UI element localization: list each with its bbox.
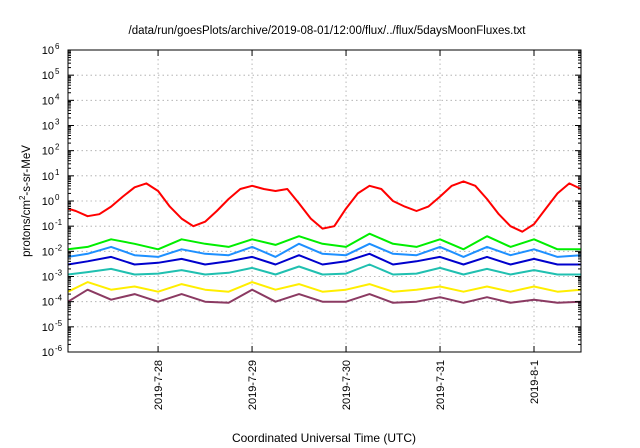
- y-tick-exponent: 6: [55, 42, 60, 51]
- y-tick-exponent: -6: [55, 344, 63, 353]
- y-tick-label: 100: [42, 193, 60, 208]
- y-tick-label: 10-1: [42, 218, 63, 233]
- y-axis-label: protons/cm2-s-sr-MeV: [18, 145, 33, 257]
- y-tick-exponent: 4: [55, 92, 60, 101]
- y-tick-exponent: 5: [55, 67, 60, 76]
- y-tick-exponent: 2: [55, 143, 60, 152]
- series-line-7: [67, 288, 582, 304]
- grid: [68, 50, 581, 352]
- y-tick-label: 101: [42, 168, 60, 183]
- x-tick-label: 2019-7-31: [435, 360, 447, 410]
- y-tick-label: 106: [42, 42, 60, 57]
- y-tick-exponent: 1: [55, 168, 60, 177]
- y-tick-label: 10-5: [42, 319, 63, 334]
- y-tick-label: 103: [42, 118, 60, 133]
- y-tick-label: 104: [42, 92, 60, 107]
- x-tick-label: 2019-7-28: [153, 360, 165, 410]
- y-tick-exponent: 0: [55, 193, 60, 202]
- y-tick-exponent: -1: [55, 218, 63, 227]
- y-tick-label: 10-2: [42, 243, 63, 258]
- series-line-5: [67, 263, 581, 276]
- series-line-3: [67, 242, 582, 258]
- data-series: [67, 180, 582, 304]
- series-line-4: [67, 252, 581, 266]
- y-tick-exponent: -2: [55, 243, 63, 252]
- x-tick-label: 2019-7-29: [247, 360, 259, 410]
- y-axis-title: protons/cm2-s-sr-MeV: [18, 145, 33, 257]
- y-tick-label: 102: [42, 143, 60, 158]
- y-tick-exponent: 3: [55, 118, 60, 127]
- x-tick-label: 2019-7-30: [341, 360, 353, 410]
- y-tick-exponent: -5: [55, 319, 63, 328]
- series-line-1: [67, 180, 582, 233]
- y-tick-label: 10-3: [42, 269, 63, 284]
- y-axis-title-superscript: 2: [18, 195, 27, 200]
- x-tick-label: 2019-8-1: [529, 360, 541, 404]
- x-axis-label: Coordinated Universal Time (UTC): [232, 431, 416, 445]
- series-line-6: [67, 281, 582, 293]
- y-tick-label: 10-4: [42, 294, 63, 309]
- y-tick-label: 10-6: [42, 344, 63, 359]
- y-tick-exponent: -3: [55, 269, 63, 278]
- y-tick-exponent: -4: [55, 294, 63, 303]
- series-line-2: [67, 232, 581, 251]
- y-axis-title-part: -s-sr-MeV: [21, 145, 33, 196]
- y-tick-label: 105: [42, 67, 60, 82]
- chart-title: /data/run/goesPlots/archive/2019-08-01/1…: [129, 25, 527, 37]
- y-axis-title-part: protons/cm: [21, 200, 33, 257]
